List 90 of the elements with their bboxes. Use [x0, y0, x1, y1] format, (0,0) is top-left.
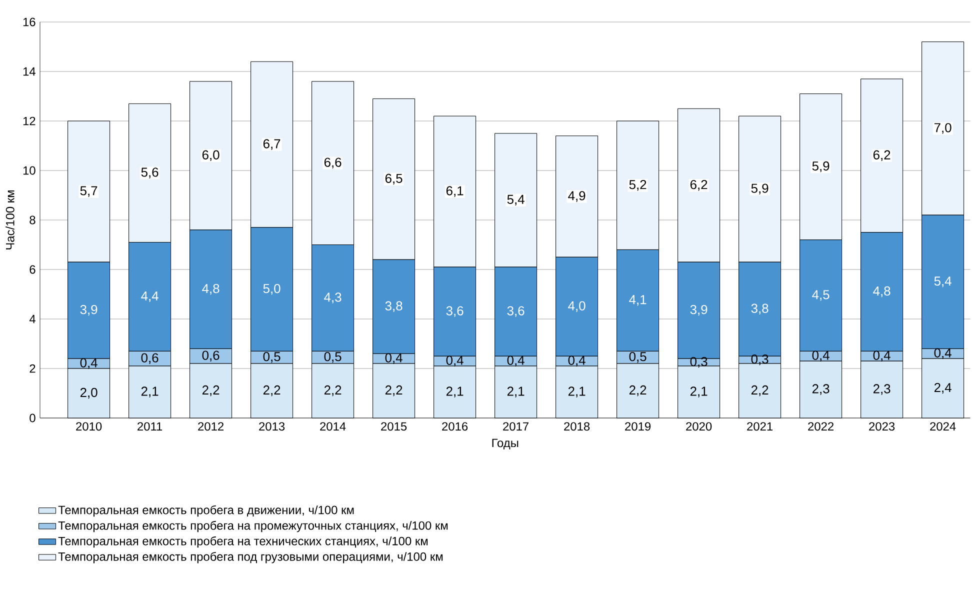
- x-tick-label: 2020: [686, 422, 712, 431]
- legend-label: Темпоральная емкость пробега на промежуточных станциях, ч/100 км: [58, 520, 448, 532]
- data-label: 0,4: [385, 353, 402, 364]
- data-label: 0,3: [690, 356, 708, 368]
- data-label: 6,0: [202, 150, 220, 161]
- data-label: 0,4: [568, 356, 586, 366]
- data-label: 0,5: [263, 352, 280, 363]
- data-label: 2,2: [202, 385, 220, 396]
- data-label: 0,5: [629, 352, 646, 363]
- data-label: 6,1: [446, 186, 464, 197]
- data-label: 5,2: [629, 180, 646, 191]
- data-label: 4,8: [873, 286, 890, 298]
- data-label: 2,1: [690, 386, 708, 398]
- y-tick-label: 10: [23, 166, 36, 175]
- data-label: 5,7: [80, 186, 98, 197]
- x-tick-label: 2015: [381, 422, 407, 431]
- data-label: 7,0: [934, 123, 952, 134]
- data-label: 2,2: [629, 385, 646, 396]
- data-label: 3,8: [751, 304, 768, 314]
- data-label: 4,4: [141, 291, 158, 302]
- x-tick-label: 2012: [198, 422, 224, 431]
- legend-label: Темпоральная емкость пробега под грузовыми операциями, ч/100 км: [58, 552, 443, 564]
- x-tick-label: 2018: [564, 422, 590, 431]
- data-label: 0,4: [507, 356, 524, 366]
- data-label: 2,1: [507, 386, 524, 398]
- data-label: 0,4: [934, 348, 952, 359]
- x-tick-label: 2013: [259, 422, 285, 431]
- data-label: 4,8: [202, 284, 220, 295]
- data-label: 0,3: [751, 354, 768, 366]
- data-label: 0,6: [141, 353, 158, 364]
- x-tick-label: 2017: [503, 422, 528, 431]
- data-label: 0,4: [812, 350, 830, 362]
- x-tick-label: 2016: [442, 422, 468, 431]
- x-tick-label: 2023: [869, 422, 895, 431]
- data-label: 5,6: [141, 168, 158, 178]
- data-label: 2,1: [568, 386, 586, 398]
- data-label: 4,1: [629, 295, 646, 306]
- y-tick-label: 0: [30, 414, 36, 422]
- data-label: 3,6: [446, 306, 464, 317]
- data-label: 3,9: [690, 304, 708, 316]
- x-tick-label: 2019: [625, 422, 651, 431]
- data-label: 5,9: [751, 184, 768, 194]
- x-tick-label: 2022: [808, 422, 834, 431]
- data-label: 0,5: [324, 352, 342, 363]
- data-label: 2,0: [80, 388, 98, 399]
- data-label: 2,1: [446, 386, 464, 398]
- data-label: 0,4: [446, 356, 464, 366]
- data-label: 6,5: [385, 174, 402, 185]
- data-label: 2,2: [751, 385, 768, 396]
- x-tick-label: 2021: [747, 422, 773, 431]
- data-label: 0,4: [873, 350, 890, 362]
- x-axis-title: Годы: [492, 438, 518, 450]
- data-label: 2,2: [263, 385, 280, 396]
- data-label: 6,6: [324, 158, 342, 168]
- data-label: 3,9: [80, 304, 98, 316]
- data-label: 5,0: [263, 284, 280, 295]
- data-label: 6,2: [873, 150, 890, 161]
- y-tick-label: 16: [23, 18, 36, 26]
- y-tick-label: 12: [23, 116, 36, 126]
- data-label: 0,6: [202, 350, 220, 362]
- x-tick-label: 2010: [76, 422, 102, 431]
- data-label: 4,9: [568, 191, 586, 202]
- data-label: 4,3: [324, 292, 342, 304]
- y-tick-label: 2: [30, 364, 36, 373]
- data-label: 2,3: [812, 384, 830, 395]
- y-tick-label: 14: [23, 67, 36, 76]
- y-axis-title: Час/100 км: [6, 190, 14, 250]
- data-label: 3,6: [507, 306, 524, 317]
- data-label: 6,2: [690, 180, 708, 191]
- x-tick-label: 2024: [930, 422, 956, 431]
- data-label: 4,0: [568, 301, 586, 312]
- data-label: 3,8: [385, 301, 402, 312]
- y-tick-label: 6: [30, 265, 36, 274]
- data-label: 5,4: [507, 194, 524, 206]
- data-label: 2,1: [141, 386, 158, 398]
- data-label: 2,4: [934, 382, 952, 394]
- data-label: 4,5: [812, 290, 830, 301]
- data-label: 0,4: [80, 358, 98, 369]
- y-tick-label: 8: [30, 216, 36, 224]
- legend-label: Темпоральная емкость пробега на технических станциях, ч/100 км: [58, 536, 428, 548]
- data-label: 5,4: [934, 276, 952, 288]
- x-tick-label: 2014: [320, 422, 346, 431]
- data-label: 2,2: [324, 385, 342, 396]
- data-label: 2,3: [873, 384, 890, 395]
- y-tick-label: 4: [29, 314, 36, 324]
- data-label: 5,9: [812, 161, 830, 172]
- data-label: 2,2: [385, 385, 402, 396]
- legend-label: Темпоральная емкость пробега в движении, ч/100 км: [58, 505, 354, 517]
- x-tick-label: 2011: [138, 422, 162, 431]
- data-label: 6,7: [263, 139, 280, 150]
